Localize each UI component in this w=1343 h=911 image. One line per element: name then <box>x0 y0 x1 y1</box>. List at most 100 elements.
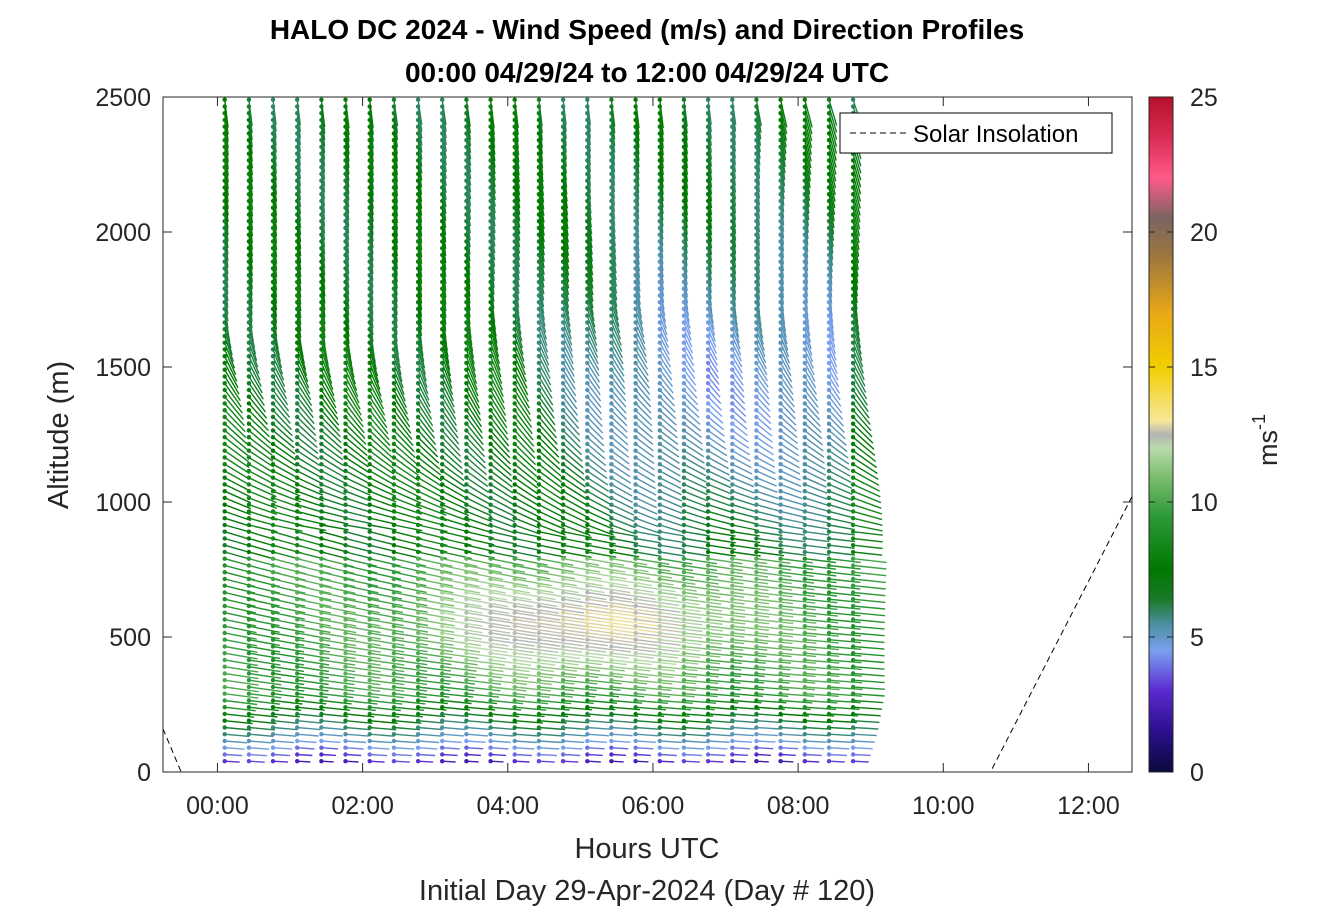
wind-vector <box>442 720 467 724</box>
wind-vector <box>393 234 398 263</box>
wind-vector <box>514 187 521 215</box>
wind-vector <box>417 362 428 388</box>
wind-vector-head <box>657 394 662 399</box>
wind-vector <box>344 234 350 261</box>
wind-vector <box>224 713 255 718</box>
wind-vector <box>369 275 374 301</box>
wind-vector <box>804 146 812 175</box>
wind-vector <box>345 747 364 750</box>
wind-vector-head <box>512 360 517 366</box>
wind-vector-head <box>778 590 783 595</box>
wind-vector <box>489 382 506 410</box>
wind-vector-head <box>464 408 469 413</box>
wind-vector-head <box>560 678 566 683</box>
wind-vector-head <box>464 529 469 534</box>
wind-vector <box>296 315 302 345</box>
wind-vector-head <box>536 360 542 366</box>
wind-vector <box>756 564 792 571</box>
wind-vector-head <box>512 732 517 737</box>
wind-vector <box>538 200 545 230</box>
wind-vector <box>659 517 684 527</box>
wind-vector <box>321 585 356 594</box>
wind-vector <box>514 591 556 601</box>
wind-vector <box>393 456 419 476</box>
wind-vector <box>586 416 604 434</box>
wind-vector <box>393 639 429 646</box>
wind-vector <box>465 322 474 352</box>
wind-vector-head <box>585 617 590 622</box>
wind-vector <box>224 389 243 414</box>
wind-vector-head <box>705 502 711 507</box>
wind-vector-head <box>633 522 638 528</box>
wind-vector-head <box>391 711 397 717</box>
wind-vector <box>731 221 737 248</box>
wind-vector-head <box>585 671 590 676</box>
wind-vector <box>393 450 418 470</box>
wind-vector <box>683 214 688 242</box>
wind-vector-head <box>681 691 687 696</box>
wind-vector <box>514 409 533 435</box>
wind-vector-head <box>754 502 759 507</box>
wind-vector <box>248 349 260 374</box>
wind-vector-head <box>778 684 783 690</box>
wind-vector-head <box>536 529 542 534</box>
wind-vector-head <box>222 468 227 474</box>
wind-vector-head <box>560 327 566 332</box>
wind-vector <box>344 409 365 434</box>
wind-vector <box>659 402 677 420</box>
wind-vector-head <box>754 516 759 521</box>
wind-vector <box>707 261 712 287</box>
wind-vector <box>586 275 594 302</box>
wind-vector-head <box>802 698 807 703</box>
wind-vector-head <box>270 671 276 676</box>
wind-vector-head <box>560 374 566 379</box>
wind-vector-head <box>705 570 711 575</box>
wind-vector-head <box>754 624 759 629</box>
wind-vector-head <box>754 401 759 406</box>
wind-vector <box>538 733 564 737</box>
wind-vector-head <box>464 549 469 555</box>
wind-vector <box>369 686 405 692</box>
wind-vector <box>490 416 509 441</box>
wind-vector-head <box>367 408 372 413</box>
wind-vector <box>562 504 590 519</box>
wind-vector-head <box>512 401 517 406</box>
wind-vector <box>538 295 545 320</box>
wind-vector <box>611 504 635 516</box>
wind-vector-head <box>536 435 542 440</box>
wind-vector-head <box>681 408 687 413</box>
wind-vector-head <box>609 624 614 629</box>
wind-vector <box>490 409 509 435</box>
wind-vector-head <box>730 448 735 453</box>
wind-vector <box>417 275 423 304</box>
wind-vector <box>586 180 592 207</box>
wind-vector-head <box>295 630 300 636</box>
wind-vector <box>756 672 791 678</box>
wind-vector-head <box>536 448 542 453</box>
wind-vector <box>732 693 764 697</box>
wind-vector <box>272 402 291 424</box>
wind-vector <box>587 679 622 685</box>
wind-vector <box>659 436 679 452</box>
wind-vector <box>272 443 297 461</box>
wind-vector <box>756 645 793 651</box>
wind-vector <box>538 706 570 711</box>
wind-vector <box>297 686 329 692</box>
wind-vector <box>563 632 610 640</box>
wind-vector <box>441 308 447 338</box>
wind-vector-head <box>488 475 493 480</box>
wind-vector-head <box>512 725 517 730</box>
wind-vector-head <box>270 502 276 507</box>
wind-vector <box>466 625 511 634</box>
wind-vector <box>804 194 810 221</box>
wind-vector <box>297 585 332 595</box>
wind-vector-head <box>464 462 469 467</box>
wind-vector <box>683 699 717 704</box>
wind-vector-head <box>222 590 227 595</box>
wind-vector <box>538 585 579 594</box>
wind-vector <box>417 578 454 587</box>
wind-vector <box>369 254 374 281</box>
wind-vector-head <box>681 705 687 710</box>
wind-vector <box>538 187 545 216</box>
wind-vector <box>248 146 253 176</box>
